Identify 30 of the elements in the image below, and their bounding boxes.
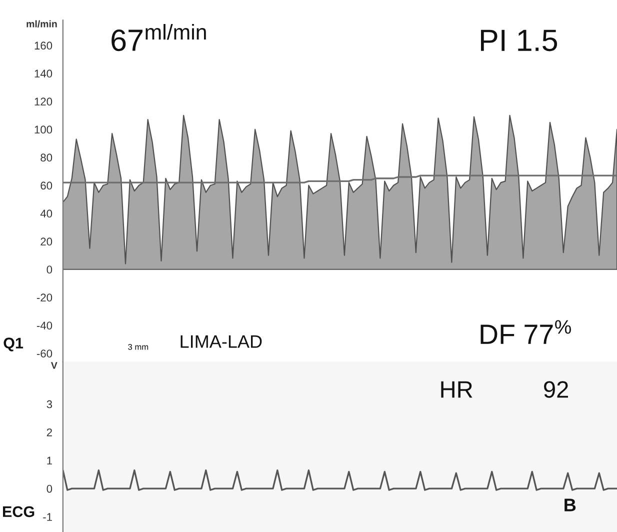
annotation: PI 1.5 bbox=[480, 30, 558, 52]
y-tick-label: 40 bbox=[40, 210, 52, 218]
y-tick-label: -40 bbox=[36, 322, 52, 330]
y-tick-label: -20 bbox=[36, 294, 52, 302]
y-tick-label: 120 bbox=[34, 98, 52, 106]
y-axis-title: ml/min bbox=[26, 20, 57, 28]
annotation: LIMA-LAD bbox=[180, 335, 262, 348]
annotation: 92 bbox=[544, 381, 568, 398]
y-tick-label: 140 bbox=[34, 70, 52, 78]
y-tick-label: -1 bbox=[43, 513, 52, 521]
y-tick-label: 0 bbox=[46, 484, 52, 493]
y-tick-label: -60 bbox=[36, 350, 52, 358]
annotation: HR bbox=[441, 381, 472, 398]
y-tick-label: 2 bbox=[46, 428, 52, 436]
y-tick-label: 80 bbox=[40, 154, 52, 162]
line-series bbox=[62, 469, 617, 491]
y-tick-label: 0 bbox=[46, 266, 52, 274]
annotation: DF 77$^{%}$ bbox=[480, 320, 571, 344]
y-tick-label: 100 bbox=[34, 126, 52, 134]
y-tick-label: 3 bbox=[46, 400, 52, 408]
y-axis-title: V bbox=[50, 362, 58, 369]
y-tick-label: 20 bbox=[40, 238, 52, 246]
y-tick-label: 60 bbox=[40, 182, 52, 190]
text: ECG bbox=[3, 506, 34, 518]
annotation: 67$^{ml/min}$ bbox=[112, 24, 206, 52]
text: Q1 bbox=[4, 338, 24, 352]
y-tick-label: 160 bbox=[34, 42, 52, 50]
annotation: 3 mm bbox=[128, 344, 148, 350]
annotation: B bbox=[564, 498, 576, 512]
y-tick-label: 1 bbox=[47, 456, 52, 464]
